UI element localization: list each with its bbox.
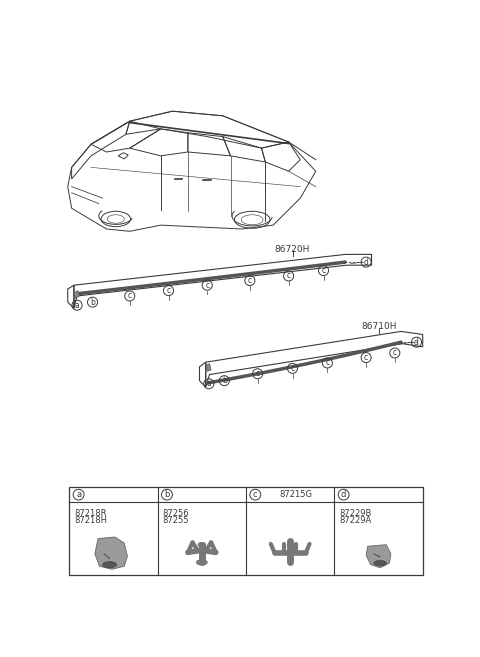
Bar xyxy=(69,487,423,576)
Text: d: d xyxy=(364,258,369,267)
Text: c: c xyxy=(322,266,325,275)
Text: b: b xyxy=(90,298,95,307)
Text: c: c xyxy=(287,271,291,281)
Text: d: d xyxy=(341,490,347,499)
Ellipse shape xyxy=(374,560,386,566)
Text: b: b xyxy=(164,490,169,499)
Text: c: c xyxy=(325,359,329,367)
Text: d: d xyxy=(414,338,419,347)
Ellipse shape xyxy=(196,560,207,565)
Text: c: c xyxy=(167,286,170,295)
Text: 87256: 87256 xyxy=(162,509,189,518)
Text: c: c xyxy=(128,292,132,300)
Text: c: c xyxy=(364,353,368,362)
Text: 87229A: 87229A xyxy=(339,516,371,525)
Text: c: c xyxy=(290,364,295,373)
Text: c: c xyxy=(205,281,209,290)
Polygon shape xyxy=(95,537,127,570)
Text: 87215G: 87215G xyxy=(280,490,313,499)
Text: 86720H: 86720H xyxy=(275,245,310,254)
Text: a: a xyxy=(206,379,211,388)
Text: c: c xyxy=(248,276,252,285)
Text: 87255: 87255 xyxy=(162,516,189,525)
Text: c: c xyxy=(253,490,258,499)
Text: a: a xyxy=(75,301,79,309)
Polygon shape xyxy=(366,545,391,568)
Text: a: a xyxy=(76,490,81,499)
Text: c: c xyxy=(255,369,260,378)
Text: 87229B: 87229B xyxy=(339,509,372,518)
Text: 87218H: 87218H xyxy=(74,516,107,525)
Text: b: b xyxy=(222,376,227,385)
Text: c: c xyxy=(393,348,397,357)
Text: 87218R: 87218R xyxy=(74,509,107,518)
Polygon shape xyxy=(74,290,79,298)
Polygon shape xyxy=(206,364,211,371)
Ellipse shape xyxy=(103,562,117,568)
Text: 86710H: 86710H xyxy=(361,323,397,331)
Ellipse shape xyxy=(198,543,206,547)
